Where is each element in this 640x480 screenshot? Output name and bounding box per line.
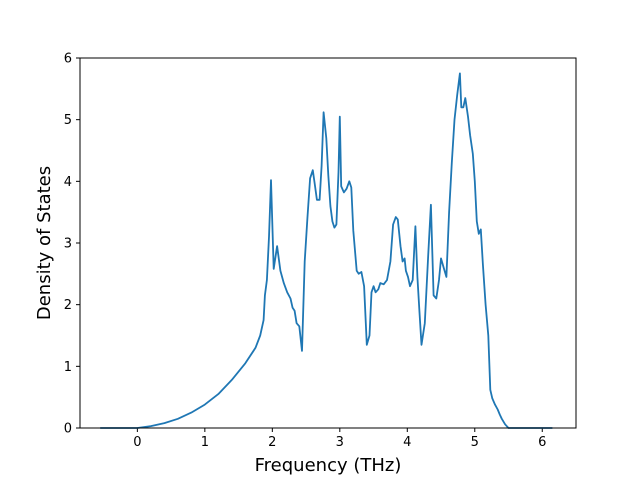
y-tick-label: 0 xyxy=(64,422,72,437)
x-axis-ticks: 0 1 2 3 4 5 6 xyxy=(133,428,546,450)
dos-series-line xyxy=(100,72,553,429)
y-tick-label: 5 xyxy=(64,113,72,128)
x-axis-label: Frequency (THz) xyxy=(255,455,402,476)
y-tick-label: 2 xyxy=(64,298,72,313)
x-tick-label: 5 xyxy=(471,435,479,450)
y-tick-label: 4 xyxy=(64,175,72,190)
x-tick-label: 3 xyxy=(336,435,344,450)
x-tick-label: 6 xyxy=(538,435,546,450)
x-tick-label: 2 xyxy=(268,435,276,450)
series-group xyxy=(100,72,553,429)
y-tick-label: 3 xyxy=(64,237,72,252)
x-tick-label: 1 xyxy=(201,435,209,450)
x-tick-label: 4 xyxy=(403,435,411,450)
x-tick-label: 0 xyxy=(133,435,141,450)
y-axis-label: Density of States xyxy=(34,166,55,320)
y-tick-label: 6 xyxy=(64,52,72,67)
plot-area-frame xyxy=(79,57,577,429)
y-axis-ticks: 0 1 2 3 4 5 6 xyxy=(64,52,80,437)
y-tick-label: 1 xyxy=(64,360,72,375)
